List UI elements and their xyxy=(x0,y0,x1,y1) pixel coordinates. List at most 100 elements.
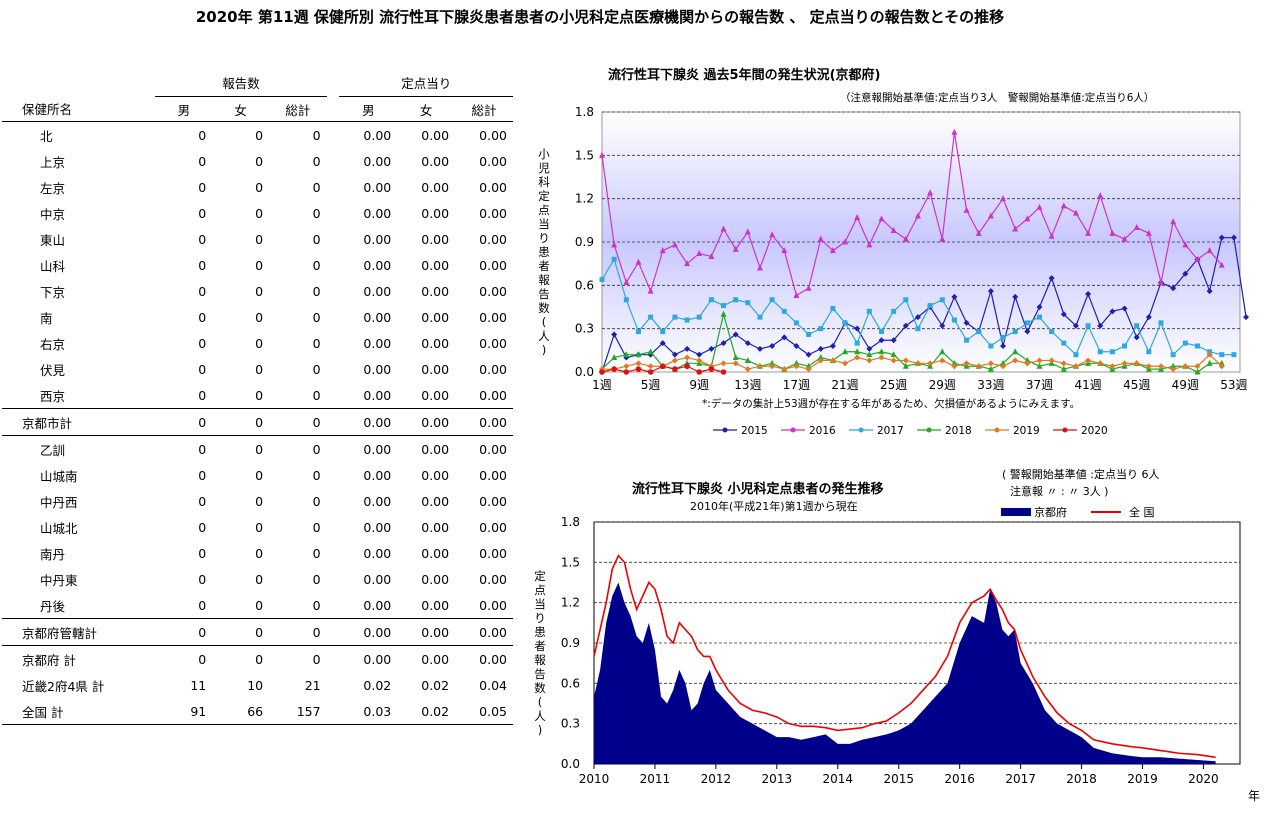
count-cell: 0 xyxy=(198,493,207,509)
group-header-per-sentinel: 定点当り xyxy=(339,68,513,97)
y-axis-label-char: 定 xyxy=(538,189,550,203)
data-point xyxy=(781,334,788,341)
data-point xyxy=(696,250,703,257)
data-point xyxy=(793,291,800,298)
data-point xyxy=(1122,343,1128,349)
count-cell: 0 xyxy=(312,335,321,351)
rate-cell: 0.02 xyxy=(421,677,450,693)
col-header-center: 保健所名 xyxy=(2,96,156,122)
data-point xyxy=(1048,275,1055,282)
data-point xyxy=(1182,241,1189,248)
y-tick-label: 1.5 xyxy=(575,148,594,162)
row-name: 左京 xyxy=(40,180,66,196)
data-point xyxy=(647,363,654,370)
legend-marker xyxy=(1062,427,1068,433)
count-cell: 0 xyxy=(255,335,264,351)
data-point xyxy=(1072,322,1079,329)
table-row: 中丹東 0 0 0 0.00 0.00 0.00 xyxy=(2,566,513,592)
table-row: 上京 0 0 0 0.00 0.00 0.00 xyxy=(2,148,513,174)
rate-cell: 0.00 xyxy=(421,335,450,351)
data-point xyxy=(817,357,824,364)
data-point xyxy=(866,351,873,358)
data-point xyxy=(1182,340,1188,346)
rate-cell: 0.00 xyxy=(339,408,398,436)
data-point xyxy=(1012,329,1018,335)
data-point xyxy=(672,314,678,320)
data-point xyxy=(1085,229,1092,236)
count-cell: 0 xyxy=(255,257,264,273)
data-point xyxy=(720,340,727,347)
row-name: 南 xyxy=(40,310,53,326)
x-tick-label: 5週 xyxy=(641,378,661,392)
data-point xyxy=(866,241,873,248)
x-tick-label: 13週 xyxy=(734,378,761,392)
y-axis-label-char: ) xyxy=(542,343,547,357)
data-point xyxy=(951,317,957,323)
data-point xyxy=(1097,192,1104,199)
data-point xyxy=(951,128,958,135)
data-point xyxy=(1194,363,1201,370)
data-point xyxy=(635,351,642,358)
data-point xyxy=(1060,360,1067,367)
data-point xyxy=(793,343,800,349)
col-header-total-rate: 総計 xyxy=(455,96,513,122)
table-row: 山城南 0 0 0 0.00 0.00 0.00 xyxy=(2,462,513,488)
data-point xyxy=(842,238,849,245)
count-cell: 0 xyxy=(198,231,207,247)
rate-cell: 0.00 xyxy=(479,361,507,377)
col-header-total: 総計 xyxy=(269,96,327,122)
data-point xyxy=(878,337,885,344)
count-cell: 0 xyxy=(312,257,321,273)
data-point xyxy=(696,357,703,364)
series-2016: 2016 xyxy=(599,128,1225,437)
rate-cell: 0.02 xyxy=(363,677,392,693)
data-point xyxy=(987,365,994,372)
data-point xyxy=(1134,323,1140,329)
y-tick-label: 0.3 xyxy=(561,717,580,731)
data-point xyxy=(1230,234,1237,241)
count-cell: 0 xyxy=(255,387,264,403)
rate-cell: 0.00 xyxy=(363,571,392,587)
data-point xyxy=(829,247,836,254)
data-point xyxy=(744,340,751,347)
count-cell: 0 xyxy=(312,153,321,169)
x-tick-label: 29週 xyxy=(929,378,956,392)
data-point xyxy=(890,351,897,358)
data-point xyxy=(635,258,642,265)
data-point xyxy=(793,359,800,366)
row-name: 南丹 xyxy=(40,546,66,562)
data-point xyxy=(757,314,763,320)
data-point xyxy=(781,247,788,254)
data-point xyxy=(793,363,800,370)
rate-cell: 0.00 xyxy=(455,645,513,672)
data-point xyxy=(720,225,727,232)
rate-cell: 0.00 xyxy=(363,231,392,247)
data-point xyxy=(878,348,885,355)
rate-cell: 0.00 xyxy=(421,545,450,561)
count-cell: 0 xyxy=(198,283,207,299)
count-cell: 0 xyxy=(155,408,213,436)
y-tick-label: 0.0 xyxy=(575,365,594,379)
data-point xyxy=(1218,234,1225,241)
col-header-male: 男 xyxy=(155,96,213,122)
data-point xyxy=(879,329,885,335)
count-cell: 0 xyxy=(312,387,321,403)
rate-cell: 0.00 xyxy=(479,153,507,169)
table-row: 山科 0 0 0 0.00 0.00 0.00 xyxy=(2,252,513,278)
rate-cell: 0.05 xyxy=(455,698,513,725)
row-name: 西京 xyxy=(40,388,66,404)
count-cell: 0 xyxy=(255,127,264,143)
y-axis-label-char: ( xyxy=(542,315,547,329)
x-axis-label: 年 xyxy=(1248,789,1260,803)
data-point xyxy=(756,345,763,352)
rate-cell: 0.00 xyxy=(479,519,507,535)
data-point xyxy=(890,337,897,344)
data-point xyxy=(1036,314,1042,320)
data-point xyxy=(684,317,690,323)
rate-cell: 0.02 xyxy=(397,698,456,725)
rate-cell: 0.00 xyxy=(479,127,507,143)
count-cell: 0 xyxy=(198,545,207,561)
rate-cell: 0.00 xyxy=(479,335,507,351)
count-cell: 0 xyxy=(212,435,270,462)
data-point xyxy=(1000,363,1007,370)
